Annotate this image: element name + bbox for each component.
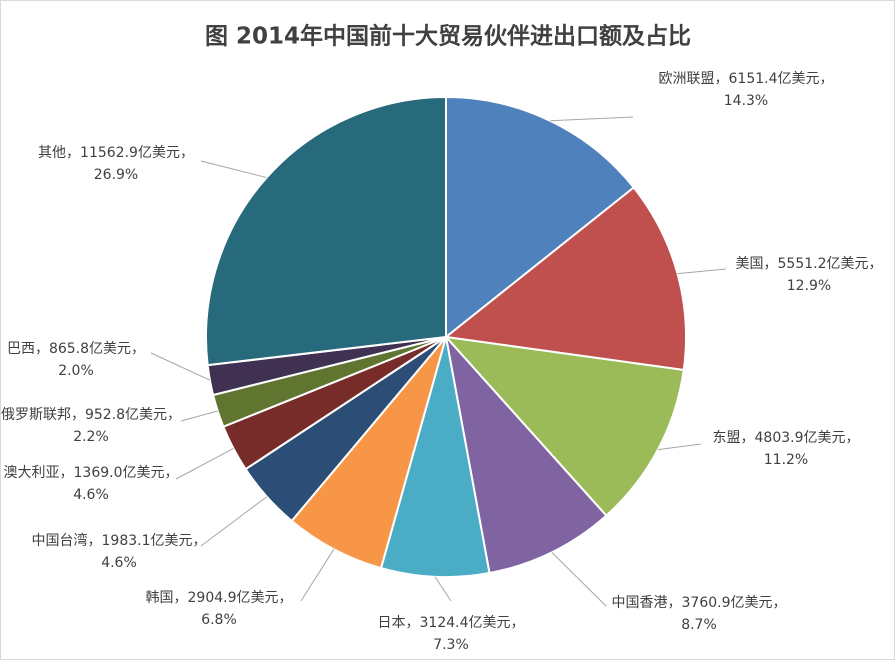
- label-separator: ，: [279, 590, 293, 606]
- data-label: 其他，11562.9亿美元， 26.9%: [38, 145, 194, 183]
- leader-line: [657, 443, 702, 451]
- data-label: 美国，5551.2亿美元， 12.9%: [736, 256, 883, 294]
- label-percent: 12.9%: [787, 278, 831, 294]
- data-label: 中国香港，3760.9亿美元， 8.7%: [612, 595, 787, 633]
- data-label: 中国台湾，1983.1亿美元， 4.6%: [32, 532, 207, 571]
- label-category: 美国: [736, 256, 764, 272]
- leader-line: [180, 410, 218, 422]
- label-separator: ，: [741, 430, 755, 446]
- label-percent: 11.2%: [764, 452, 808, 468]
- label-separator: ，: [66, 145, 80, 161]
- label-percent: 2.0%: [58, 363, 94, 379]
- data-label: 俄罗斯联邦，952.8亿美元， 2.2%: [1, 407, 181, 445]
- label-value: 5551.2亿美元: [778, 256, 869, 272]
- chart-title: 图 2014年中国前十大贸易伙伴进出口额及占比: [205, 23, 691, 50]
- label-separator: ，: [773, 595, 787, 611]
- label-separator: ，: [511, 615, 525, 631]
- label-category: 中国香港: [612, 595, 668, 611]
- label-percent: 6.8%: [201, 612, 237, 628]
- label-separator: ，: [180, 145, 194, 161]
- pie-slice: [443, 335, 685, 518]
- label-separator: ，: [88, 533, 102, 549]
- label-percent: 4.6%: [101, 555, 137, 571]
- label-value: 4803.9亿美元: [755, 430, 846, 446]
- label-percent: 2.2%: [73, 429, 109, 445]
- label-percent: 14.3%: [724, 93, 768, 109]
- label-separator: ，: [131, 341, 145, 357]
- label-value: 3124.4亿美元: [420, 615, 511, 631]
- label-separator: ，: [846, 430, 860, 446]
- pie-slice: [205, 95, 447, 367]
- pie-slice: [444, 333, 608, 575]
- data-label: 澳大利亚，1369.0亿美元， 4.6%: [4, 465, 179, 503]
- label-separator: ，: [60, 465, 74, 481]
- label-separator: ，: [174, 590, 188, 606]
- leader-line: [175, 448, 234, 480]
- label-separator: ，: [71, 407, 85, 423]
- label-category: 中国台湾: [32, 532, 88, 549]
- label-category: 韩国: [146, 590, 174, 606]
- leader-line: [550, 116, 634, 122]
- label-category: 俄罗斯联邦: [1, 407, 71, 423]
- leader-line: [150, 352, 211, 381]
- label-percent: 26.9%: [94, 167, 138, 183]
- label-value: 11562.9亿美元: [80, 145, 180, 161]
- label-separator: ，: [668, 595, 682, 611]
- label-value: 865.8亿美元: [49, 341, 131, 357]
- label-separator: ，: [406, 615, 420, 631]
- label-separator: ，: [193, 533, 207, 549]
- data-label: 东盟，4803.9亿美元， 11.2%: [713, 430, 860, 468]
- label-category: 巴西: [7, 341, 35, 357]
- label-category: 澳大利亚: [4, 465, 60, 481]
- label-category: 东盟: [713, 430, 741, 446]
- label-separator: ，: [869, 256, 883, 272]
- label-percent: 8.7%: [681, 617, 717, 633]
- label-separator: ，: [165, 465, 179, 481]
- leader-line: [300, 548, 335, 602]
- pie-slice: [379, 336, 491, 578]
- label-category: 其他: [38, 145, 66, 161]
- label-value: 1983.1亿美元: [102, 533, 193, 549]
- label-value: 3760.9亿美元: [682, 595, 773, 611]
- label-value: 2904.9亿美元: [188, 590, 279, 606]
- label-percent: 4.6%: [73, 487, 109, 503]
- label-percent: 7.3%: [433, 637, 469, 653]
- label-separator: ，: [167, 407, 181, 423]
- pie-slice: [445, 95, 636, 340]
- label-separator: ，: [764, 256, 778, 272]
- label-value: 1369.0亿美元: [74, 465, 165, 481]
- data-label: 韩国，2904.9亿美元， 6.8%: [146, 590, 293, 628]
- data-label: 日本，3124.4亿美元， 7.3%: [378, 615, 525, 653]
- label-value: 952.8亿美元: [85, 407, 167, 423]
- label-value: 6151.4亿美元: [729, 71, 820, 87]
- label-category: 日本: [378, 615, 406, 631]
- leader-line: [551, 552, 607, 607]
- leader-line: [677, 268, 727, 275]
- data-label: 巴西，865.8亿美元， 2.0%: [7, 341, 145, 379]
- leader-line: [200, 160, 267, 179]
- leader-line: [434, 576, 452, 602]
- label-separator: ，: [715, 71, 729, 87]
- leader-line: [200, 496, 268, 547]
- label-separator: ，: [820, 71, 834, 87]
- data-label: 欧洲联盟，6151.4亿美元， 14.3%: [659, 71, 834, 109]
- label-separator: ，: [35, 341, 49, 357]
- label-category: 欧洲联盟: [659, 71, 715, 87]
